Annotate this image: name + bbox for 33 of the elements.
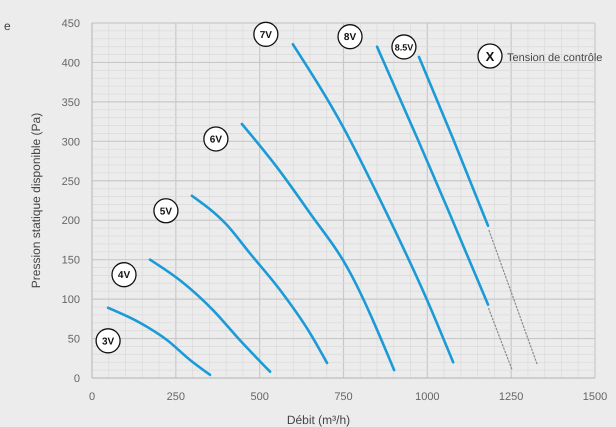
text: 8V (344, 32, 356, 44)
line-series (292, 43, 454, 364)
text: 5V (160, 206, 172, 218)
annotation: Tension de contrôle (507, 52, 602, 64)
series-label: 8.5V (394, 42, 414, 52)
y-tick-label: 450 (62, 18, 80, 30)
line-series (240, 122, 396, 372)
text: 3V (102, 336, 115, 348)
text: 4V (118, 270, 130, 282)
y-tick-label: 0 (74, 373, 80, 385)
line-series (190, 194, 328, 364)
x-tick-label: 750 (334, 391, 353, 403)
y-axis-title: Pression statique disponible (Pa) (29, 112, 43, 288)
y-tick-label: 400 (62, 57, 80, 70)
line-series (148, 258, 272, 373)
y-tick-label: 150 (62, 254, 80, 267)
x-tick-label: 1250 (498, 391, 524, 403)
x-tick-label: 500 (250, 391, 269, 403)
y-tick-label: 100 (62, 294, 80, 306)
text: e (4, 19, 11, 33)
x-tick-label: 0 (88, 391, 96, 403)
text: 7V (260, 30, 272, 41)
y-tick-label: 200 (62, 215, 80, 228)
text: 6V (210, 134, 222, 146)
y-tick-label: 350 (62, 96, 80, 109)
y-tick-label: 50 (68, 334, 80, 346)
x-tick-label: 1000 (415, 391, 440, 403)
x-axis-title: Débit (m³/h) (286, 413, 350, 427)
x-tick-label: 250 (166, 391, 186, 403)
y-tick-label: 250 (62, 176, 80, 188)
x-tick-label: 1500 (582, 391, 608, 403)
y-tick-label: 300 (62, 136, 80, 148)
annotation: X (486, 49, 495, 64)
